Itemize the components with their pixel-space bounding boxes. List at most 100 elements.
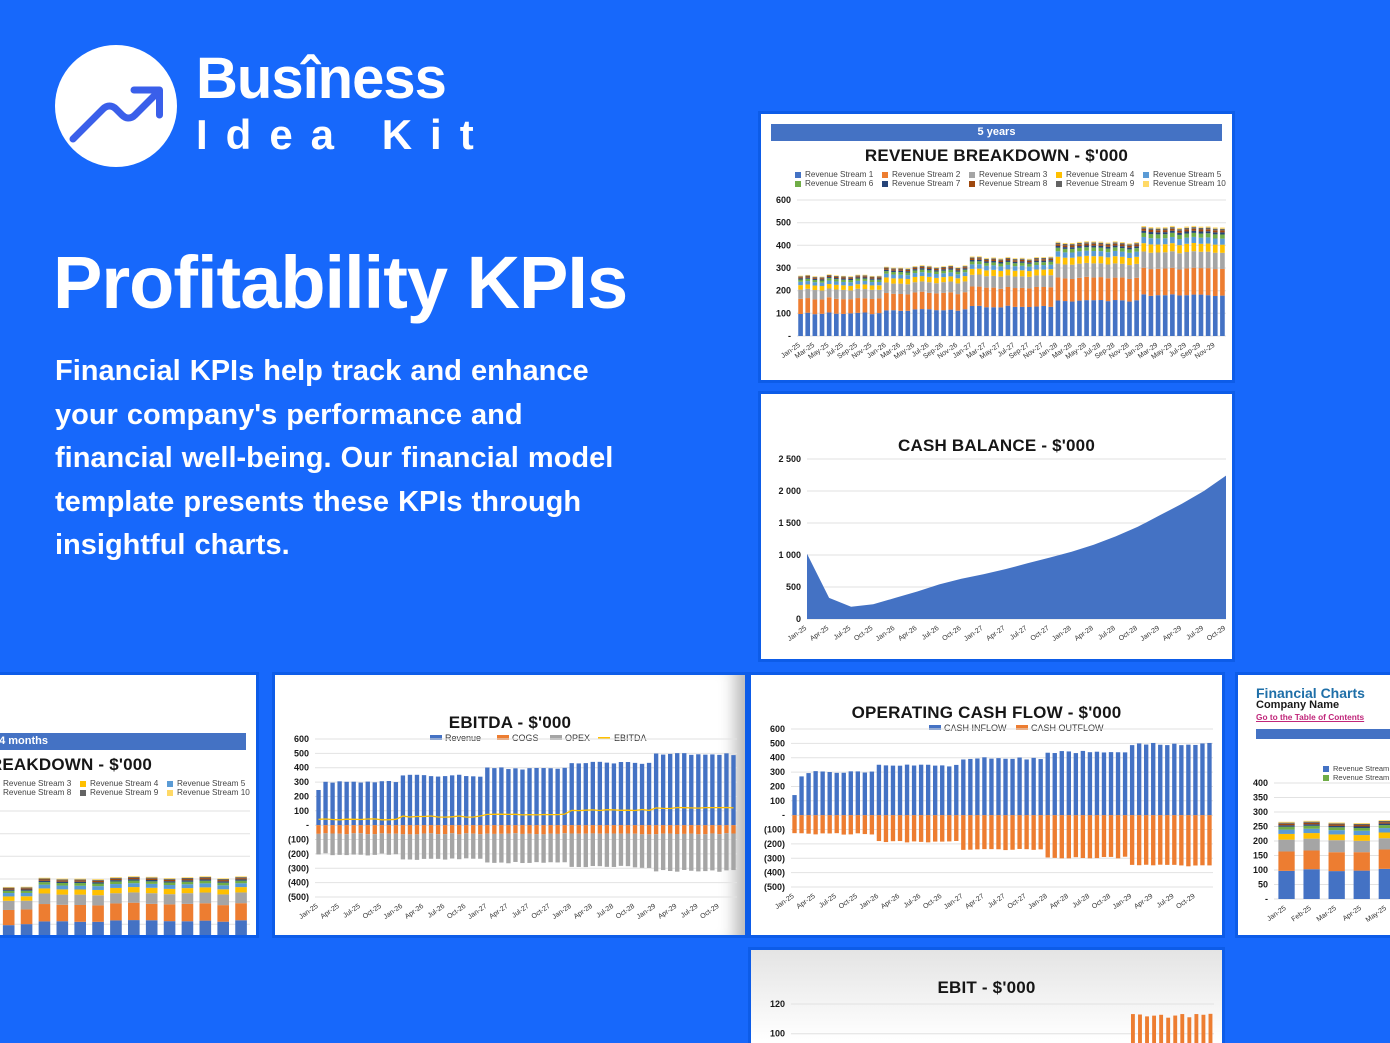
svg-text:Feb-25: Feb-25 [1291, 905, 1313, 924]
svg-text:May-25: May-25 [1365, 905, 1388, 924]
svg-text:Jul-28: Jul-28 [595, 903, 615, 920]
svg-text:Apr-25: Apr-25 [320, 903, 341, 921]
svg-text:Oct-26: Oct-26 [922, 893, 943, 911]
svg-text:(500): (500) [288, 892, 309, 902]
svg-text:Jan-29: Jan-29 [636, 903, 658, 921]
svg-text:350: 350 [1253, 793, 1268, 803]
svg-text:400: 400 [294, 763, 309, 773]
svg-text:200: 200 [770, 782, 785, 792]
svg-text:OPEX: OPEX [565, 733, 590, 743]
svg-text:100: 100 [770, 1029, 785, 1039]
svg-text:EBITDA: EBITDA [614, 733, 647, 743]
svg-text:Jul-25: Jul-25 [342, 903, 362, 920]
svg-text:Oct-27: Oct-27 [1030, 625, 1051, 643]
svg-text:Apr-28: Apr-28 [573, 903, 594, 921]
svg-text:Jan-26: Jan-26 [382, 903, 404, 921]
svg-text:Jul-25: Jul-25 [818, 893, 838, 910]
svg-text:(400): (400) [764, 868, 785, 878]
svg-text:Apr-29: Apr-29 [1162, 625, 1183, 643]
svg-text:Jul-26: Jul-26 [903, 893, 923, 910]
svg-text:400: 400 [770, 753, 785, 763]
svg-text:Jan-29: Jan-29 [1112, 893, 1134, 911]
svg-text:Jan-25: Jan-25 [787, 625, 809, 643]
svg-text:(500): (500) [764, 882, 785, 892]
svg-text:-: - [1265, 894, 1268, 904]
svg-text:0: 0 [796, 614, 801, 624]
svg-text:Oct-28: Oct-28 [1091, 893, 1112, 911]
svg-text:1 500: 1 500 [778, 518, 801, 528]
svg-text:Jan-28: Jan-28 [551, 903, 573, 921]
svg-text:Jul-29: Jul-29 [1185, 625, 1205, 642]
svg-text:100: 100 [294, 806, 309, 816]
svg-text:Jan-27: Jan-27 [963, 625, 985, 643]
svg-text:Jul-27: Jul-27 [511, 903, 531, 920]
svg-text:CASH OUTFLOW: CASH OUTFLOW [1031, 723, 1104, 733]
svg-text:200: 200 [294, 792, 309, 802]
svg-text:Apr-28: Apr-28 [1049, 893, 1070, 911]
svg-text:(300): (300) [764, 853, 785, 863]
svg-text:Apr-25: Apr-25 [809, 625, 830, 643]
svg-text:(200): (200) [288, 849, 309, 859]
svg-text:Jan-27: Jan-27 [943, 893, 965, 911]
svg-text:Jan-28: Jan-28 [1027, 893, 1049, 911]
svg-text:(400): (400) [288, 878, 309, 888]
svg-text:Apr-25: Apr-25 [796, 893, 817, 911]
svg-text:Oct-29: Oct-29 [1206, 625, 1227, 643]
svg-text:Oct-25: Oct-25 [853, 625, 874, 643]
svg-text:Jan-26: Jan-26 [875, 625, 897, 643]
svg-text:Jul-29: Jul-29 [1156, 893, 1176, 910]
svg-text:200: 200 [776, 286, 791, 296]
svg-text:100: 100 [1253, 865, 1268, 875]
svg-text:Oct-26: Oct-26 [446, 903, 467, 921]
svg-text:100: 100 [776, 308, 791, 318]
svg-text:300: 300 [776, 263, 791, 273]
svg-text:(100): (100) [288, 835, 309, 845]
svg-text:Apr-26: Apr-26 [897, 625, 918, 643]
svg-text:-: - [788, 331, 791, 341]
svg-text:Jul-27: Jul-27 [1009, 625, 1029, 642]
svg-text:Jul-26: Jul-26 [427, 903, 447, 920]
svg-text:Jul-29: Jul-29 [680, 903, 700, 920]
svg-text:Oct-26: Oct-26 [941, 625, 962, 643]
svg-text:400: 400 [776, 240, 791, 250]
svg-text:1 000: 1 000 [778, 550, 801, 560]
svg-text:50: 50 [1258, 880, 1268, 890]
svg-text:-: - [306, 820, 309, 830]
svg-text:300: 300 [1253, 807, 1268, 817]
svg-text:Jan-25: Jan-25 [774, 893, 796, 911]
svg-text:600: 600 [776, 195, 791, 205]
svg-text:Apr-27: Apr-27 [985, 625, 1006, 643]
svg-text:Jul-27: Jul-27 [987, 893, 1007, 910]
svg-text:500: 500 [786, 582, 801, 592]
svg-text:Oct-27: Oct-27 [1007, 893, 1028, 911]
svg-text:Oct-25: Oct-25 [362, 903, 383, 921]
svg-text:Jan-25: Jan-25 [1266, 905, 1288, 923]
svg-text:200: 200 [1253, 836, 1268, 846]
svg-text:Apr-28: Apr-28 [1074, 625, 1095, 643]
svg-text:300: 300 [294, 777, 309, 787]
svg-text:Apr-29: Apr-29 [1133, 893, 1154, 911]
svg-text:600: 600 [294, 734, 309, 744]
svg-text:Jan-29: Jan-29 [1139, 625, 1161, 643]
svg-text:600: 600 [770, 724, 785, 734]
svg-text:(300): (300) [288, 863, 309, 873]
svg-text:100: 100 [770, 796, 785, 806]
svg-text:500: 500 [770, 738, 785, 748]
svg-text:Apr-25: Apr-25 [1342, 905, 1363, 923]
svg-text:(200): (200) [764, 839, 785, 849]
svg-text:Jan-25: Jan-25 [298, 903, 320, 921]
svg-text:400: 400 [1253, 778, 1268, 788]
svg-text:Revenue: Revenue [445, 733, 481, 743]
svg-text:150: 150 [1253, 851, 1268, 861]
svg-text:Jan-28: Jan-28 [1051, 625, 1073, 643]
svg-text:Jul-28: Jul-28 [1097, 625, 1117, 642]
svg-text:Oct-28: Oct-28 [615, 903, 636, 921]
svg-text:500: 500 [294, 748, 309, 758]
svg-text:Apr-26: Apr-26 [404, 903, 425, 921]
svg-text:-: - [782, 810, 785, 820]
svg-text:CASH INFLOW: CASH INFLOW [944, 723, 1007, 733]
svg-text:Mar-25: Mar-25 [1316, 905, 1338, 924]
svg-text:250: 250 [1253, 822, 1268, 832]
svg-text:Oct-27: Oct-27 [531, 903, 552, 921]
svg-text:120: 120 [770, 999, 785, 1009]
